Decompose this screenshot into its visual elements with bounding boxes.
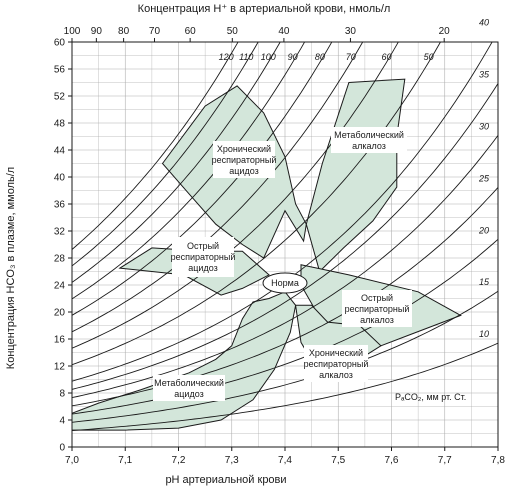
svg-text:алкалоз: алкалоз	[319, 370, 353, 380]
top-tick-label: 20	[439, 26, 451, 37]
isobar-label: 15	[479, 277, 490, 287]
svg-text:респираторный: респираторный	[304, 359, 369, 369]
isobar-line	[72, 42, 441, 366]
y-tick-label: 48	[54, 119, 66, 130]
grid	[72, 42, 498, 447]
isobar-line	[72, 42, 364, 333]
svg-text:Острый: Острый	[187, 241, 219, 251]
top-tick-label: 80	[118, 26, 130, 37]
label-chronic-respiratory-acidosis: Хронический респираторный ацидоз	[212, 141, 277, 178]
isobar-label: 25	[478, 173, 490, 183]
isobar-label: 70	[346, 52, 356, 62]
svg-text:Хронический: Хронический	[309, 348, 363, 358]
y-tick-label: 52	[54, 92, 66, 103]
y-tick-label: 8	[59, 389, 65, 400]
y-tick-label: 24	[54, 281, 66, 292]
top-tick-label: 70	[149, 26, 161, 37]
top-tick-label: 50	[227, 26, 239, 37]
top-tick-label: 60	[185, 26, 197, 37]
y-tick-label: 0	[59, 443, 65, 454]
x-tick-label: 7,2	[172, 455, 186, 466]
x-tick-label: 7,8	[491, 455, 505, 466]
svg-text:ацидоз: ацидоз	[229, 166, 258, 176]
top-tick-label: 90	[91, 26, 103, 37]
svg-text:респираторный: респираторный	[345, 304, 410, 314]
isobar-line	[72, 342, 498, 431]
label-chronic-respiratory-alkalosis: Хронический респираторный алкалоз	[304, 345, 369, 382]
x-tick-label: 7,4	[278, 455, 292, 466]
y-tick-label: 20	[54, 308, 66, 319]
isobar-label: 30	[479, 121, 489, 131]
label-acute-respiratory-alkalosis: Острый респираторный алкалоз	[342, 290, 412, 327]
label-acute-respiratory-acidosis: Острый респираторный ацидоз	[171, 237, 236, 277]
isobar-line	[72, 42, 306, 300]
y-tick-label: 56	[54, 65, 66, 76]
x-tick-label: 7,5	[331, 455, 345, 466]
isobar-label: 40	[479, 18, 489, 28]
top-tick-label: 40	[278, 26, 290, 37]
isobar-line	[72, 42, 239, 250]
isobar-label: 60	[381, 52, 391, 62]
isobar-label: 35	[479, 69, 490, 79]
isobar-line	[72, 238, 498, 415]
svg-text:респираторный: респираторный	[212, 155, 277, 165]
isobar-labels: 120 110 100 90 80 70 60 50 40 35 30 25 20 15 10	[219, 18, 490, 340]
top-axis-title: Концентрация H⁺ в артериальной крови, нм…	[138, 3, 391, 15]
svg-text:респираторный: респираторный	[171, 252, 236, 262]
isobar-label: 110	[239, 52, 253, 62]
x-tick-label: 7,0	[65, 455, 79, 466]
isobar-line	[72, 290, 498, 423]
y-tick-label: 40	[54, 173, 66, 184]
x-tick-label: 7,3	[225, 455, 239, 466]
svg-text:ацидоз: ацидоз	[174, 389, 203, 399]
isobar-label: 80	[315, 52, 325, 62]
svg-text:Хронический: Хронический	[217, 144, 271, 154]
isobar-line	[72, 42, 281, 283]
y-tick-label: 12	[54, 362, 66, 373]
isobar-line	[72, 42, 259, 267]
svg-text:алкалоз: алкалоз	[352, 141, 386, 151]
y-tick-label: 16	[54, 335, 66, 346]
y-axis-title: Концентрация HCO₃ в плазме, ммоль/л	[5, 167, 17, 369]
top-tick-label: 100	[64, 26, 81, 37]
isobar-line	[72, 187, 498, 407]
svg-text:алкалоз: алкалоз	[360, 315, 394, 325]
svg-text:Метаболический: Метаболический	[334, 130, 404, 140]
isobar-line	[72, 42, 399, 349]
isobar-unit-label: PₐCO₂, мм рт. Ст.	[395, 392, 466, 402]
svg-text:Острый: Острый	[361, 293, 393, 303]
label-metabolic-acidosis: Метаболический ацидоз	[153, 375, 225, 401]
isobar-line	[72, 42, 333, 316]
x-axis-title: pH артериальной крови	[165, 474, 286, 486]
isobar-label: 90	[288, 52, 298, 62]
isobar-line	[72, 83, 498, 390]
isobar-label: 10	[479, 329, 489, 339]
x-tick-label: 7,1	[118, 455, 132, 466]
svg-text:ацидоз: ацидоз	[188, 263, 217, 273]
top-tick-label: 30	[345, 26, 357, 37]
svg-text:Норма: Норма	[271, 278, 299, 288]
isobar-label: 20	[478, 225, 489, 235]
axes: 7,0 7,1 7,2 7,3 7,4 7,5 7,6 7,7 7,80481216202428…	[54, 26, 506, 466]
y-tick-label: 32	[54, 227, 66, 238]
x-tick-label: 7,6	[385, 455, 399, 466]
label-metabolic-alkalosis: Метаболический алкалоз	[331, 127, 407, 153]
region	[305, 78, 406, 273]
y-tick-label: 60	[54, 38, 66, 49]
y-tick-label: 28	[54, 254, 66, 265]
isobar-line	[72, 135, 498, 399]
y-tick-label: 36	[54, 200, 66, 211]
isobar-label: 50	[424, 52, 434, 62]
y-tick-label: 44	[54, 146, 66, 157]
isobar-label: 120	[219, 52, 234, 62]
x-tick-label: 7,7	[438, 455, 452, 466]
y-tick-label: 4	[59, 416, 65, 427]
isobar-label: 100	[261, 52, 276, 62]
label-norm: Норма	[262, 272, 308, 294]
isobars	[72, 42, 498, 431]
svg-text:Метаболический: Метаболический	[154, 378, 224, 388]
